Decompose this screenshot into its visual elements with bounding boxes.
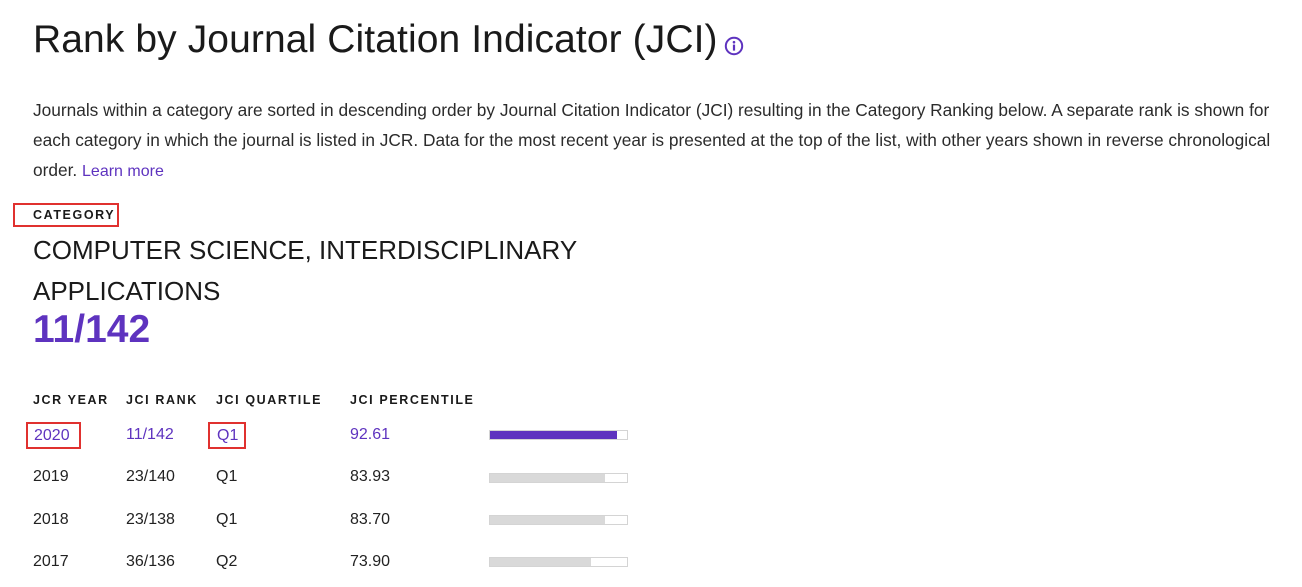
description: Journals within a category are sorted in… bbox=[33, 95, 1295, 187]
percentile-cell: 83.70 bbox=[350, 511, 391, 528]
info-circle-icon[interactable] bbox=[724, 36, 744, 56]
quartile-cell: Q1 bbox=[216, 511, 238, 528]
header-jci-rank: JCI RANK bbox=[126, 393, 198, 407]
header-jci-percentile: JCI PERCENTILE bbox=[350, 393, 475, 407]
rank-cell: 11/142 bbox=[126, 426, 174, 443]
percentile-cell: 73.90 bbox=[350, 553, 391, 570]
year-link[interactable]: 2020 bbox=[26, 422, 81, 449]
year-cell: 2018 bbox=[33, 511, 69, 528]
quartile-cell: Q1 bbox=[216, 468, 238, 485]
percentile-bar bbox=[489, 430, 628, 440]
learn-more-link[interactable]: Learn more bbox=[82, 163, 164, 180]
percentile-bar bbox=[489, 557, 628, 567]
page-title-text: Rank by Journal Citation Indicator (JCI) bbox=[33, 18, 718, 61]
rank-cell: 36/136 bbox=[126, 553, 175, 570]
rank-cell: 23/140 bbox=[126, 468, 175, 485]
percentile-bar bbox=[489, 473, 628, 483]
category-label: CATEGORY bbox=[13, 203, 119, 227]
quartile-cell: Q2 bbox=[216, 553, 238, 570]
percentile-cell: 92.61 bbox=[350, 426, 391, 443]
header-jci-quartile: JCI QUARTILE bbox=[216, 393, 323, 407]
percentile-bar-fill bbox=[490, 516, 605, 524]
percentile-bar-fill bbox=[490, 474, 605, 482]
percentile-bar-fill bbox=[490, 558, 592, 566]
year-cell: 2019 bbox=[33, 468, 69, 485]
header-jcr-year: JCR YEAR bbox=[33, 393, 109, 407]
description-text: Journals within a category are sorted in… bbox=[33, 100, 1271, 180]
category-name: COMPUTER SCIENCE, INTERDISCIPLINARY APPL… bbox=[33, 235, 577, 306]
year-cell: 2017 bbox=[33, 553, 69, 570]
percentile-bar bbox=[489, 515, 628, 525]
percentile-cell: 83.93 bbox=[350, 468, 391, 485]
percentile-bar-fill bbox=[490, 431, 617, 439]
rank-cell: 23/138 bbox=[126, 511, 175, 528]
page-title: Rank by Journal Citation Indicator (JCI) bbox=[33, 18, 744, 62]
category-rank: 11/142 bbox=[33, 308, 151, 351]
quartile-link[interactable]: Q1 bbox=[208, 422, 246, 449]
